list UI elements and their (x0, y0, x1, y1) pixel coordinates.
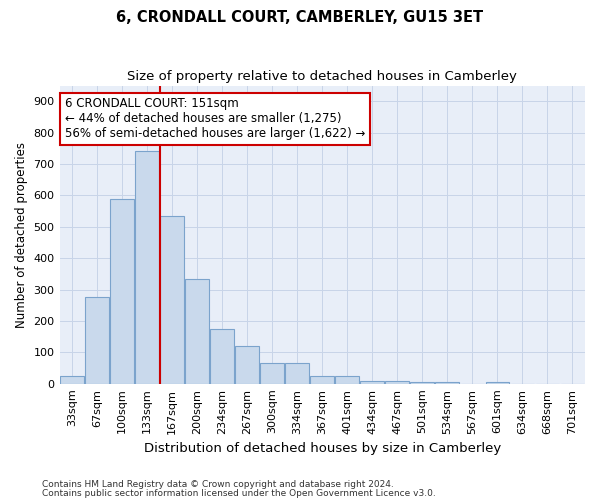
Bar (410, 382, 434, 384)
Bar (436, 382, 459, 384)
Title: Size of property relative to detached houses in Camberley: Size of property relative to detached ho… (127, 70, 517, 83)
Bar (286, 364, 309, 384)
Bar (60, 376, 84, 384)
Bar (135, 152, 159, 384)
Bar (260, 364, 284, 384)
Bar (485, 382, 509, 384)
Bar (235, 346, 259, 384)
Bar (210, 329, 234, 384)
Bar (85, 298, 109, 384)
Text: 6 CRONDALL COURT: 151sqm
← 44% of detached houses are smaller (1,275)
56% of sem: 6 CRONDALL COURT: 151sqm ← 44% of detach… (65, 98, 365, 140)
Bar (335, 376, 359, 384)
Bar (385, 380, 409, 384)
Text: Contains HM Land Registry data © Crown copyright and database right 2024.: Contains HM Land Registry data © Crown c… (42, 480, 394, 489)
Y-axis label: Number of detached properties: Number of detached properties (15, 142, 28, 328)
Bar (185, 278, 209, 384)
Bar (160, 216, 184, 384)
Bar (110, 198, 134, 384)
Text: 6, CRONDALL COURT, CAMBERLEY, GU15 3ET: 6, CRONDALL COURT, CAMBERLEY, GU15 3ET (116, 10, 484, 25)
Text: Contains public sector information licensed under the Open Government Licence v3: Contains public sector information licen… (42, 489, 436, 498)
X-axis label: Distribution of detached houses by size in Camberley: Distribution of detached houses by size … (143, 442, 501, 455)
Bar (361, 380, 384, 384)
Bar (310, 376, 334, 384)
